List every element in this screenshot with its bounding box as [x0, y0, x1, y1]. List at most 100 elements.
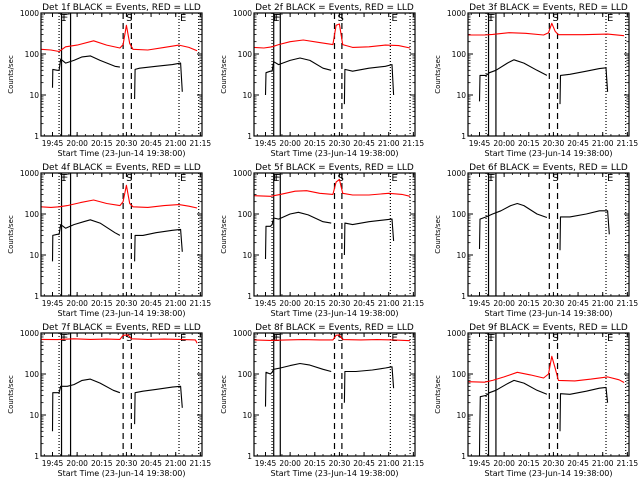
marker-label: E	[273, 333, 279, 344]
x-tick-label: 20:45	[353, 139, 375, 148]
x-tick-label: 20:00	[493, 139, 515, 148]
panel-title: Det 6f BLACK = Events, RED = LLD	[469, 163, 628, 173]
x-tick-label: 20:00	[66, 459, 88, 468]
x-tick-label: 19:45	[255, 459, 277, 468]
marker-label: E	[391, 333, 397, 344]
marker-label: F	[275, 13, 281, 24]
panel-title: Det 1f BLACK = Events, RED = LLD	[42, 3, 201, 13]
plot-frame	[40, 12, 203, 137]
marker-label: E	[487, 173, 493, 184]
y-tick-label: 100	[238, 50, 253, 59]
series-events-line	[478, 202, 610, 251]
series-events-line	[264, 362, 395, 407]
y-tick-label: 1	[34, 132, 39, 141]
y-tick-label: 1000	[233, 9, 252, 18]
marker-label: E	[487, 333, 493, 344]
series-events-line	[51, 55, 183, 100]
marker-label: S	[126, 13, 132, 24]
marker-label: S	[126, 333, 132, 344]
x-tick-label: 20:45	[140, 139, 162, 148]
marker-label: F	[63, 173, 69, 184]
y-tick-label: 1000	[233, 329, 252, 338]
marker-label: F	[490, 173, 496, 184]
y-axis-label: Counts/sec	[7, 215, 15, 254]
series-lld-line	[253, 334, 411, 342]
y-tick-label: 100	[25, 370, 40, 379]
y-tick-label: 1000	[20, 169, 39, 178]
x-tick-label: 21:00	[165, 139, 187, 148]
panel-title: Det 9f BLACK = Events, RED = LLD	[469, 323, 628, 333]
y-tick-label: 1	[34, 292, 39, 301]
series-lld-line	[468, 22, 625, 37]
plot-frame	[40, 172, 203, 297]
marker-label: F	[490, 13, 496, 24]
panel-det-6: Det 6f BLACK = Events, RED = LLD Counts/s…	[434, 163, 638, 318]
x-axis-label: Start Time (23-Jun-14 19:38:00)	[58, 309, 186, 318]
x-axis-label: Start Time (23-Jun-14 19:38:00)	[58, 149, 186, 158]
y-tick-label: 1000	[20, 9, 39, 18]
y-tick-label: 1	[34, 452, 39, 461]
plot-frame	[253, 172, 416, 297]
y-axis-label: Counts/sec	[434, 215, 442, 254]
marker-label: F	[63, 13, 69, 24]
x-tick-label: 20:45	[140, 459, 162, 468]
y-axis-label: Counts/sec	[7, 55, 15, 94]
x-tick-label: 20:15	[91, 139, 113, 148]
y-tick-label: 1000	[233, 169, 252, 178]
panel-det-4: Det 4f BLACK = Events, RED = LLD Counts/s…	[7, 163, 211, 318]
y-tick-label: 10	[29, 411, 39, 420]
series-events-line	[264, 211, 395, 260]
x-tick-label: 21:15	[190, 459, 212, 468]
x-tick-label: 21:00	[592, 299, 614, 308]
y-axis-label: Counts/sec	[7, 375, 15, 414]
series-events-line	[51, 378, 183, 432]
x-tick-label: 21:15	[617, 139, 639, 148]
plot-frame	[467, 172, 630, 297]
x-tick-label: 19:45	[255, 139, 277, 148]
y-tick-label: 100	[238, 210, 253, 219]
series-lld-line	[40, 334, 198, 344]
marker-label: S	[338, 13, 344, 24]
x-tick-label: 20:15	[91, 299, 113, 308]
x-tick-label: 21:00	[592, 459, 614, 468]
x-tick-label: 19:45	[469, 459, 491, 468]
y-tick-label: 10	[456, 411, 466, 420]
panel-title: Det 5f BLACK = Events, RED = LLD	[255, 163, 414, 173]
x-tick-label: 20:30	[116, 459, 138, 468]
x-tick-label: 20:00	[66, 299, 88, 308]
marker-label: S	[552, 173, 558, 184]
y-tick-label: 100	[238, 370, 253, 379]
marker-label: E	[60, 13, 66, 24]
x-axis-label: Start Time (23-Jun-14 19:38:00)	[271, 469, 399, 478]
panel-det-8: Det 8f BLACK = Events, RED = LLD Counts/s…	[220, 323, 424, 478]
y-axis-label: Counts/sec	[220, 215, 228, 254]
marker-label: S	[338, 173, 344, 184]
x-axis-label: Start Time (23-Jun-14 19:38:00)	[271, 149, 399, 158]
y-tick-label: 1	[247, 452, 252, 461]
y-axis-label: Counts/sec	[220, 55, 228, 94]
y-tick-label: 1	[461, 452, 466, 461]
marker-label: E	[487, 13, 493, 24]
y-tick-label: 1000	[447, 9, 466, 18]
marker-label: S	[338, 333, 344, 344]
x-tick-label: 20:00	[279, 459, 301, 468]
panel-title: Det 2f BLACK = Events, RED = LLD	[255, 3, 414, 13]
marker-label: E	[607, 333, 613, 344]
x-tick-label: 20:00	[66, 139, 88, 148]
x-tick-label: 21:15	[617, 459, 639, 468]
panel-det-7: Det 7f BLACK = Events, RED = LLD Counts/s…	[7, 323, 211, 478]
x-tick-label: 21:00	[165, 299, 187, 308]
x-tick-label: 21:00	[592, 139, 614, 148]
panel-det-9: Det 9f BLACK = Events, RED = LLD Counts/s…	[434, 323, 638, 478]
marker-label: F	[63, 333, 69, 344]
marker-label: S	[126, 173, 132, 184]
x-axis-label: Start Time (23-Jun-14 19:38:00)	[485, 309, 613, 318]
marker-label: E	[391, 13, 397, 24]
marker-label: F	[275, 173, 281, 184]
x-axis-label: Start Time (23-Jun-14 19:38:00)	[485, 149, 613, 158]
x-tick-label: 20:15	[91, 459, 113, 468]
plot-frame	[253, 332, 416, 457]
x-tick-label: 20:15	[304, 459, 326, 468]
x-tick-label: 20:45	[567, 299, 589, 308]
